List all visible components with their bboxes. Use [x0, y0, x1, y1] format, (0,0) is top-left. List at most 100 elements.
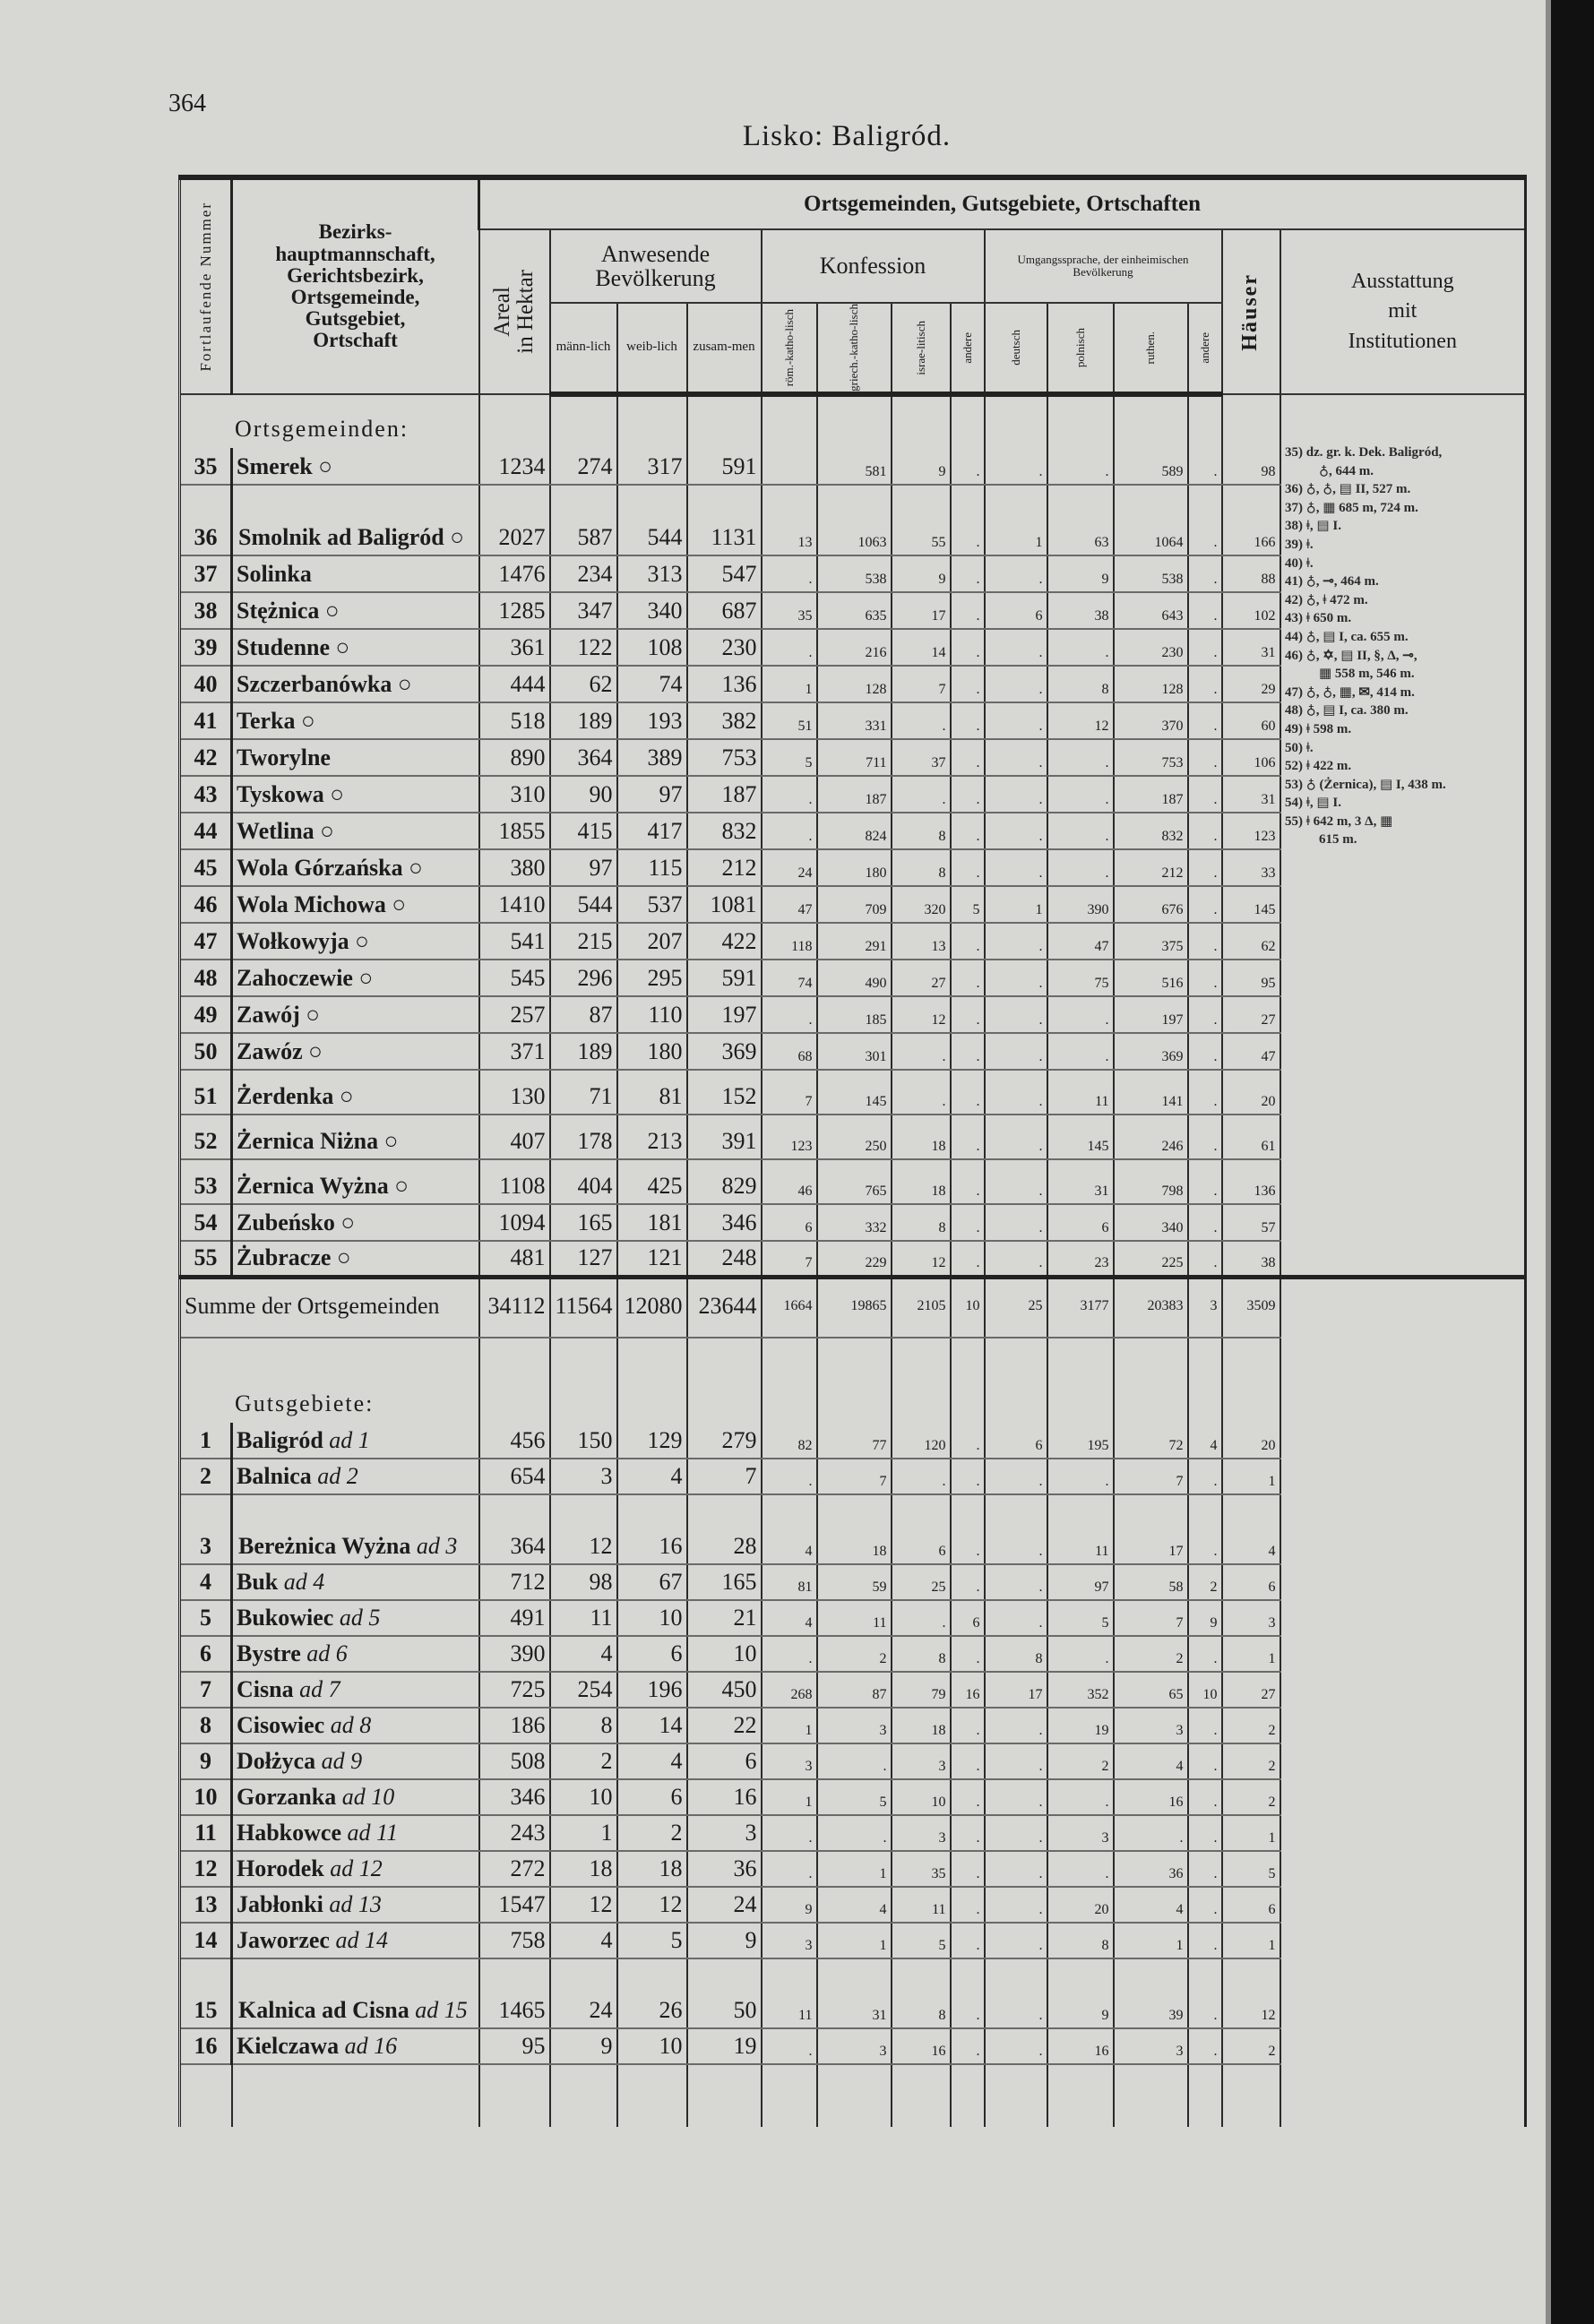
- value-cell: 47: [760, 885, 817, 924]
- value-cell: 798: [1112, 1158, 1188, 1205]
- value-cell: 11: [1046, 1494, 1114, 1566]
- value-cell: 18: [890, 1114, 951, 1160]
- note-line: 35) dz. gr. k. Dek. Baligród,: [1285, 445, 1443, 460]
- value-cell: 187: [685, 775, 762, 813]
- row-number: 3: [178, 1494, 233, 1566]
- value-cell: 1547: [478, 1887, 550, 1924]
- value-cell: .: [1186, 848, 1222, 887]
- empty-cell: [685, 2064, 762, 2128]
- summe-value: 3509: [1220, 1275, 1280, 1339]
- value-cell: .: [1046, 738, 1114, 777]
- empty-cell: [548, 2064, 617, 2128]
- value-cell: 120: [890, 1423, 951, 1460]
- value-cell: .: [983, 1851, 1047, 1889]
- value-cell: 654: [478, 1459, 550, 1496]
- empty-cell: [949, 2064, 985, 2128]
- value-cell: .: [949, 1923, 985, 1960]
- note-line: 43) ǂ 650 m.: [1285, 611, 1352, 626]
- header-roem: röm.-katho-lisch: [760, 303, 817, 397]
- place-name-text: Żernica Niżna ○: [237, 1127, 399, 1154]
- value-cell: 4: [1220, 1494, 1280, 1566]
- value-cell: 10: [890, 1779, 951, 1817]
- value-cell: 9: [890, 555, 951, 593]
- place-name: Terka ○: [230, 702, 479, 740]
- ausstattung-cell: [1279, 628, 1528, 666]
- value-cell: 591: [685, 959, 762, 997]
- value-cell: 3: [815, 1708, 892, 1745]
- value-cell: 12: [1046, 702, 1114, 740]
- value-cell: 1410: [478, 885, 550, 924]
- value-cell: .: [983, 1600, 1047, 1638]
- value-cell: 57: [1220, 1203, 1280, 1242]
- empty-cell: [1046, 2064, 1114, 2128]
- ausstattung-cell: [1279, 447, 1528, 485]
- table-row: 9 Dołżyca ad 9 508 2 4 6 3. 3.. 2 4. 2: [178, 1743, 1528, 1781]
- value-cell: .: [949, 702, 985, 740]
- value-cell: 18: [890, 1708, 951, 1745]
- value-cell: 17: [1112, 1494, 1188, 1566]
- value-cell: 185: [815, 995, 892, 1034]
- value-cell: .: [949, 1423, 985, 1460]
- value-cell: .: [983, 1887, 1047, 1924]
- value-cell: 391: [685, 1114, 762, 1160]
- value-cell: 890: [478, 738, 550, 777]
- empty-cell: [478, 393, 550, 448]
- place-name: Dołżyca ad 9: [230, 1743, 479, 1781]
- place-name-text: Cisna: [237, 1676, 294, 1703]
- value-cell: 82: [760, 1423, 817, 1460]
- note-line: 40) ǂ.: [1285, 555, 1314, 571]
- value-cell: 81: [760, 1564, 817, 1602]
- row-number: 45: [178, 848, 233, 887]
- value-cell: 225: [1112, 1240, 1188, 1278]
- value-cell: 313: [616, 555, 687, 593]
- table-row: 51 Żerdenka ○ 130 71 81 152 7 145... 11 141. 20: [178, 1069, 1528, 1115]
- value-cell: 375: [1112, 922, 1188, 960]
- value-cell: 5: [890, 1923, 951, 1960]
- row-number: 4: [178, 1564, 233, 1602]
- ausstattung-cell: [1279, 1459, 1528, 1495]
- note-line: 52) ǂ 422 m.: [1285, 759, 1352, 774]
- header-bevoelkerung: Anwesende Bevölkerung: [548, 229, 762, 304]
- place-name-text: Zawóz ○: [237, 1037, 323, 1064]
- value-cell: 422: [685, 922, 762, 960]
- value-cell: .: [760, 775, 817, 813]
- ausstattung-cell: [1279, 1672, 1528, 1709]
- summe-value: 11564: [548, 1275, 617, 1339]
- value-cell: .: [890, 1069, 951, 1115]
- value-cell: 4: [1186, 1423, 1222, 1460]
- value-cell: 187: [1112, 775, 1188, 813]
- empty-cell: [1220, 393, 1280, 448]
- value-cell: 380: [478, 848, 550, 887]
- place-name-text: Wola Górzańska ○: [237, 854, 423, 881]
- place-name-text: Żerdenka ○: [237, 1082, 354, 1109]
- value-cell: .: [1186, 628, 1222, 667]
- place-name-text: Dołżyca: [237, 1748, 316, 1775]
- value-cell: 6: [760, 1203, 817, 1242]
- value-cell: 197: [1112, 995, 1188, 1034]
- value-cell: 197: [685, 995, 762, 1034]
- table-row: 13 Jabłonki ad 13 1547 12 12 24 9 4 11.. 20 4. 6: [178, 1887, 1528, 1924]
- place-name: Zubeńsko ○: [230, 1203, 479, 1242]
- value-cell: .: [983, 665, 1047, 703]
- row-number: 48: [178, 959, 233, 997]
- place-name-text: Żernica Wyżna ○: [237, 1172, 409, 1199]
- value-cell: 7: [760, 1240, 817, 1278]
- value-cell: .: [983, 702, 1047, 740]
- value-cell: 207: [616, 922, 687, 960]
- value-cell: 11: [890, 1887, 951, 1924]
- value-cell: .: [1112, 1815, 1188, 1853]
- value-cell: 390: [478, 1636, 550, 1674]
- value-cell: 2: [1186, 1564, 1222, 1602]
- table-row: 53 Żernica Wyżna ○ 1108 404 425 829 46 765 18.. 3…: [178, 1158, 1528, 1205]
- value-cell: .: [949, 1887, 985, 1924]
- value-cell: 676: [1112, 885, 1188, 924]
- value-cell: 14: [616, 1708, 687, 1745]
- ausstattung-cell: [1279, 1564, 1528, 1601]
- value-cell: 97: [1046, 1564, 1114, 1602]
- value-cell: 4: [548, 1923, 617, 1960]
- value-cell: 187: [815, 775, 892, 813]
- value-cell: .: [1186, 2028, 1222, 2066]
- ausstattung-cell: [1279, 555, 1528, 592]
- value-cell: 141: [1112, 1069, 1188, 1115]
- value-cell: .: [1046, 447, 1114, 486]
